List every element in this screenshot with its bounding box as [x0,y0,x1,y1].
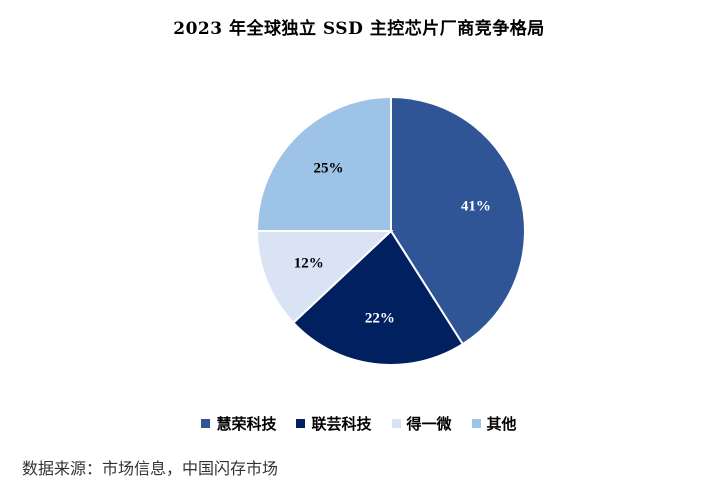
legend-label: 得一微 [406,415,452,433]
pie-slice-3 [255,230,394,325]
legend-swatch [391,419,401,428]
legend-item-2: 联芸科技 [296,413,372,434]
legend-swatch [471,419,481,428]
pie-slice-4 [255,95,392,232]
source-note: 数据来源：市场信息，中国闪存市场 [22,459,279,478]
legend-item-1: 慧荣科技 [201,413,276,434]
slice-label-4: 25% [313,160,343,176]
legend-label: 其他 [486,415,517,433]
legend-label: 慧荣科技 [216,415,277,433]
legend-swatch [296,419,306,428]
chart-legend: 慧荣科技 联芸科技 得一微 其他 [0,413,718,434]
legend-item-4: 其他 [471,413,517,434]
slice-label-2: 22% [365,311,395,327]
legend-swatch [201,419,211,428]
legend-label: 联芸科技 [311,415,372,433]
chart-title: 2023 年全球独立 SSD 主控芯片厂商竞争格局 [173,19,545,39]
slice-label-1: 41% [461,198,491,214]
slice-label-3: 12% [294,256,324,272]
legend-item-3: 得一微 [391,413,452,434]
pie-slice-2 [291,229,465,366]
